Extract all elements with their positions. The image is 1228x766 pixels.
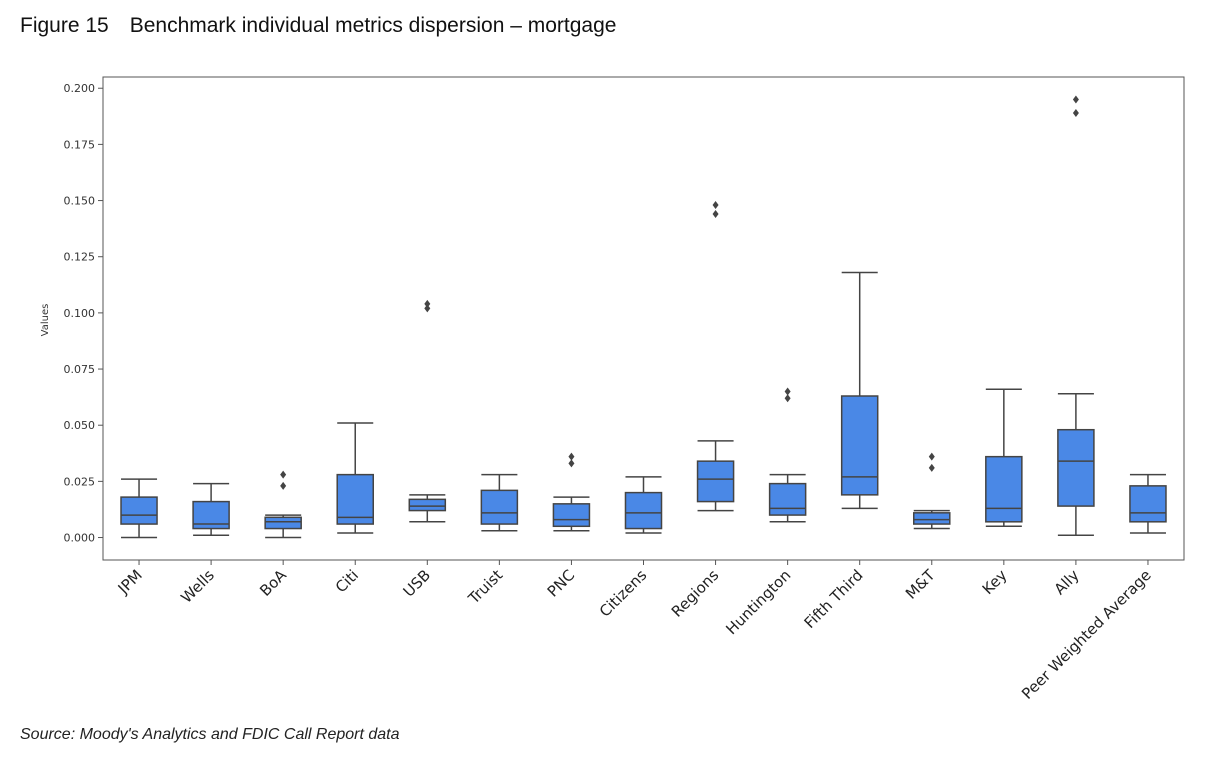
y-tick-label: 0.150 (64, 195, 96, 208)
outlier-point (568, 459, 575, 468)
box-citizens (624, 476, 663, 534)
iqr-box (120, 496, 158, 525)
box-usb (408, 299, 447, 523)
y-tick-label: 0.125 (64, 251, 96, 264)
iqr-box (840, 395, 879, 496)
iqr-box (1129, 485, 1167, 523)
iqr-box (552, 503, 591, 528)
box-huntington (768, 387, 807, 523)
box-pnc (552, 452, 591, 532)
outlier-point (424, 299, 431, 308)
outlier-point (928, 452, 935, 461)
x-tick-label: Truist (464, 566, 506, 608)
x-tick-label: USB (400, 566, 435, 601)
figure-title: Figure 15 Benchmark individual metrics d… (20, 14, 617, 37)
iqr-box (336, 473, 375, 525)
x-tick-label: Wells (177, 566, 218, 607)
outlier-point (784, 394, 791, 403)
box-m-t (913, 452, 951, 530)
x-tick-label: PNC (544, 566, 578, 600)
outlier-point (712, 201, 719, 210)
box-key (985, 388, 1023, 528)
iqr-box (264, 516, 302, 530)
x-tick-label: Fifth Third (801, 566, 867, 632)
box-jpm (120, 478, 158, 539)
box-truist (480, 473, 519, 532)
outlier-point (280, 481, 287, 490)
iqr-box (408, 498, 447, 512)
outlier-point (1072, 108, 1079, 117)
iqr-box (985, 455, 1023, 523)
y-tick-label: 0.050 (64, 419, 96, 432)
x-tick-label: Peer Weighted Average (1018, 566, 1155, 703)
y-axis: 0.000 0.025 0.050 0.075 0.100 0.125 0.150 0.175… (64, 82, 103, 545)
y-tick-label: 0.025 (64, 475, 96, 488)
y-tick-label: 0.175 (64, 138, 96, 151)
outlier-point (1072, 95, 1079, 104)
box-regions (696, 201, 735, 512)
x-axis: JPM Wells BoA Citi USB Truist PNC Citizens Regio… (114, 560, 1155, 703)
outlier-point (280, 470, 287, 479)
y-tick-label: 0.200 (64, 82, 96, 95)
box-citi (336, 422, 375, 534)
box-boa (264, 470, 302, 539)
y-tick-label: 0.075 (64, 363, 96, 376)
x-tick-label: Key (979, 566, 1011, 598)
iqr-box (1057, 428, 1095, 507)
box-wells (192, 482, 230, 537)
boxes-layer (120, 95, 1167, 539)
x-tick-label: Citizens (596, 566, 651, 621)
figure-source: Source: Moody's Analytics and FDIC Call … (20, 726, 400, 743)
box-ally (1057, 95, 1095, 537)
y-axis-label: Values (40, 304, 51, 337)
outlier-point (784, 387, 791, 396)
y-tick-label: 0.000 (64, 532, 96, 545)
outlier-point (712, 210, 719, 219)
iqr-box (913, 512, 951, 525)
outlier-point (568, 452, 575, 461)
x-tick-label: BoA (256, 566, 290, 600)
iqr-box (696, 460, 735, 503)
iqr-box (480, 489, 519, 525)
x-tick-label: Huntington (722, 566, 794, 638)
outlier-point (424, 304, 431, 313)
x-tick-label: M&T (902, 566, 939, 603)
x-tick-label: Ally (1051, 566, 1083, 598)
box-fifth-third (840, 271, 879, 510)
box-peer-weighted-average (1129, 473, 1167, 534)
y-tick-label: 0.100 (64, 307, 96, 320)
x-tick-label: JPM (114, 566, 146, 598)
outlier-point (928, 463, 935, 472)
x-tick-label: Citi (332, 566, 362, 596)
iqr-box (624, 491, 663, 530)
iqr-box (768, 482, 807, 516)
x-tick-label: Regions (668, 566, 723, 621)
